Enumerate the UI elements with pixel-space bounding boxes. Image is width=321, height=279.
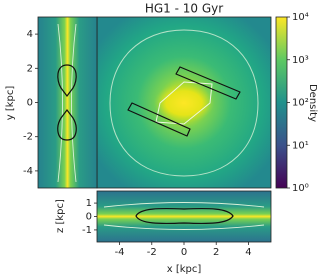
colorbar-tick-label: 10⁰: [292, 183, 309, 194]
x-tick-label: 0: [181, 247, 187, 258]
colorbar-tick-label: 10⁴: [292, 12, 309, 23]
x-tick-label: -2: [147, 247, 157, 258]
y-axis-label: y [kpc]: [5, 86, 16, 121]
y-tick-label: -4: [23, 166, 33, 177]
side-panel-y: [37, 16, 98, 189]
y-tick-label: -1: [82, 225, 92, 236]
colorbar-tick-label: 10²: [292, 98, 309, 109]
y-tick-label: -2: [23, 132, 33, 143]
colorbar: [275, 16, 288, 189]
y-tick-label: 2: [27, 63, 33, 74]
face-on-panel: [96, 16, 272, 189]
y-tick-label: 0: [86, 212, 92, 223]
x-tick-label: 2: [213, 247, 219, 258]
colorbar-tick-label: 10¹: [292, 140, 309, 151]
colorbar-tick-label: 10³: [292, 55, 309, 66]
x-axis-label: x [kpc]: [167, 264, 202, 275]
y-tick-label: 4: [27, 29, 33, 40]
x-tick-label: -4: [115, 247, 125, 258]
chart-title: HG1 - 10 Gyr: [145, 2, 223, 16]
z-axis-label: z [kpc]: [55, 199, 66, 233]
y-tick-label: 1: [86, 198, 92, 209]
colorbar-label: Density: [307, 84, 318, 122]
y-tick-label: 0: [27, 98, 33, 109]
side-panel-z: [96, 190, 272, 243]
x-tick-label: 4: [245, 247, 251, 258]
